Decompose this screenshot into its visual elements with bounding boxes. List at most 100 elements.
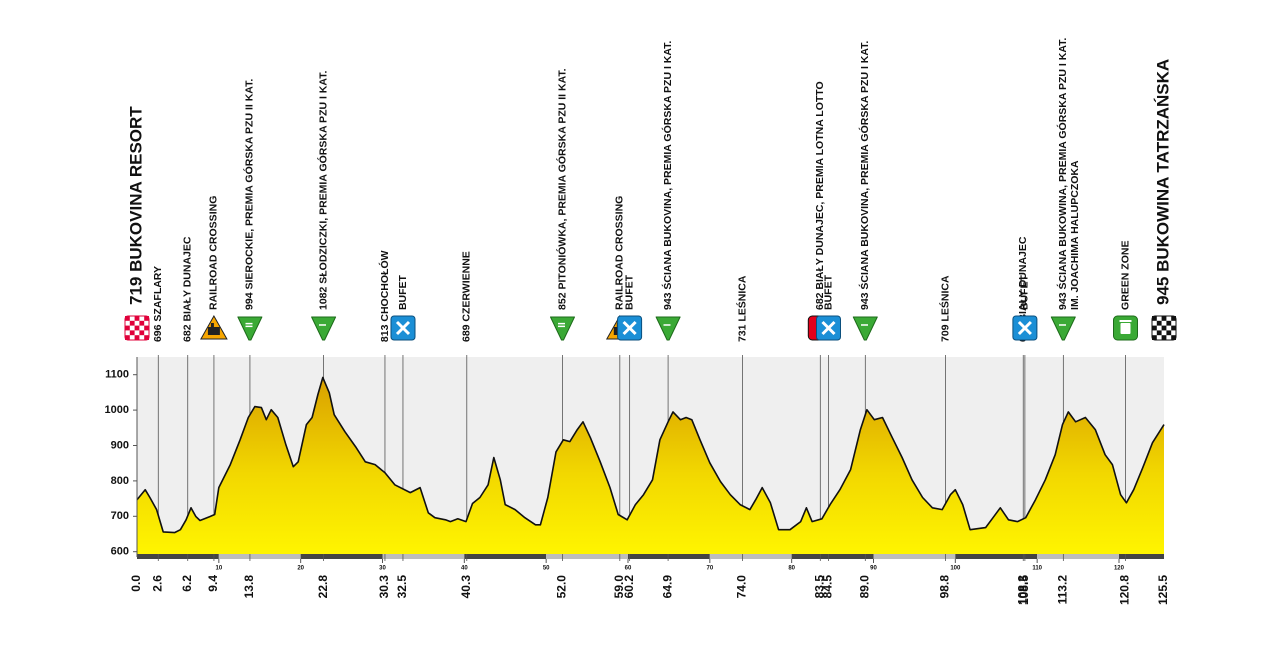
distance-bar — [382, 554, 465, 559]
icon-cell — [1156, 330, 1162, 336]
x-tick-label: 110 — [1032, 566, 1042, 572]
waypoint-name: 852 PITONIÓWKA, PREMIA GÓRSKA PZU II KAT… — [555, 68, 568, 310]
icon-green — [1113, 315, 1138, 341]
icon-kom-label: II — [245, 322, 256, 328]
icon-cell — [129, 330, 135, 336]
x-tick-label: 40 — [461, 566, 468, 572]
icon-cell — [1171, 316, 1176, 321]
waypoint-name: 689 CZERWIENNE — [461, 251, 473, 342]
icon-cell — [125, 325, 130, 331]
distance-bar — [218, 554, 301, 559]
x-tick-label: 90 — [870, 566, 877, 572]
km-label: 84.5 — [821, 575, 835, 599]
icon-cell — [144, 335, 149, 340]
icon-feed-cross — [622, 320, 637, 336]
y-tick-label: 1000 — [105, 404, 129, 416]
km-label: 6.2 — [180, 575, 194, 592]
distance-bar — [955, 554, 1038, 559]
waypoint-name: BUFET — [1019, 274, 1031, 310]
waypoint-name: 943 ŚCIANA BUKOVINA, PREMIA GÓRSKA PZU I… — [858, 41, 871, 310]
icon-kom — [311, 316, 337, 341]
icon-cell — [139, 320, 145, 326]
icon-kom-label: I — [860, 323, 871, 326]
icon-kom — [1050, 316, 1076, 341]
icon-kom — [550, 316, 575, 341]
icon-kom — [852, 316, 878, 341]
km-label: 13.8 — [242, 575, 256, 599]
distance-bar — [627, 554, 710, 559]
icon-feed — [1012, 315, 1038, 341]
waypoint-name: RAILROAD CROSSING — [208, 196, 220, 310]
waypoint-name: 994 SIEROCKIE, PREMIA GÓRSKA PZU II KAT. — [243, 79, 256, 310]
km-label: 40.3 — [459, 575, 473, 599]
icon-kom: I — [311, 316, 337, 341]
distance-bar — [873, 554, 956, 559]
distance-bar — [709, 554, 792, 559]
icon-kom — [655, 316, 681, 341]
icon-feed — [617, 315, 643, 341]
icon-kom — [237, 316, 263, 341]
icon-kom-label: II — [557, 322, 568, 328]
waypoint-name: IM. JOACHIMA HALUPCZOKA — [1069, 160, 1081, 310]
distance-bar — [464, 554, 547, 559]
waypoint-name: 731 LEŚNICA — [735, 275, 748, 342]
icon-train — [207, 327, 220, 335]
km-label: 9.4 — [206, 575, 220, 592]
icon-cell — [139, 330, 145, 336]
icon-cell — [134, 335, 140, 340]
km-label: 108.3 — [1015, 575, 1029, 605]
y-tick-label: 700 — [111, 510, 129, 522]
waypoint-name: 943 ŚCIANA BUKOWINA, PREMIA GÓRSKA PZU I… — [1056, 38, 1069, 310]
icon-finish — [1151, 315, 1177, 341]
profile-area — [137, 377, 1164, 554]
y-tick-label: 600 — [111, 546, 129, 558]
icon-cell — [1161, 316, 1167, 321]
icon-cell — [125, 316, 130, 321]
x-tick-label: 10 — [215, 566, 222, 572]
icon-kom: I — [1050, 316, 1076, 341]
y-tick-label: 800 — [111, 475, 129, 487]
x-tick-label: 30 — [379, 566, 386, 572]
km-label: 83.5 — [812, 575, 826, 599]
distance-bar — [791, 554, 874, 559]
profile-line — [136, 376, 1165, 534]
km-label: 74.0 — [735, 575, 749, 599]
waypoint-name: BUFET — [397, 274, 409, 310]
km-label: 52.0 — [555, 575, 569, 599]
icon-start — [124, 315, 150, 341]
waypoint-name: 709 LEŚNICA — [938, 275, 951, 342]
waypoint-name: 696 SZAFLARY — [152, 266, 164, 342]
icon-cell — [134, 325, 140, 331]
x-tick-label: 50 — [543, 566, 550, 572]
waypoint-name: 682 BIAŁY DUNAJEC — [181, 236, 193, 342]
km-label: 89.0 — [857, 575, 871, 599]
icon-feed — [816, 315, 841, 341]
distance-bar — [300, 554, 383, 559]
km-label: 60.2 — [622, 575, 636, 599]
endpoint-name: 719 BUKOVINA RESORT — [126, 106, 145, 305]
km-label: 125.5 — [1156, 575, 1170, 605]
icon-kom: I — [852, 316, 878, 341]
icon-feed-cross — [395, 320, 411, 336]
km-label: 108.5 — [1017, 575, 1031, 605]
icon-cell — [1152, 325, 1157, 331]
distance-bar — [546, 554, 628, 559]
km-label: 2.6 — [150, 575, 164, 592]
icon-cell — [144, 325, 149, 331]
x-tick-label: 60 — [625, 566, 632, 572]
waypoint-name: 813 CHOCHOŁÓW — [378, 250, 391, 342]
km-label: 120.8 — [1118, 575, 1132, 605]
distance-bar — [1118, 554, 1164, 559]
waypoint-name: RAILROAD CROSSING — [614, 196, 626, 310]
icon-kom-label: I — [663, 323, 674, 326]
icon-kom: I — [655, 316, 681, 341]
km-label: 0.0 — [129, 575, 143, 592]
km-label: 22.8 — [316, 575, 330, 599]
km-label: 64.9 — [660, 575, 674, 599]
x-tick-label: 20 — [297, 566, 304, 572]
distance-bar — [137, 554, 219, 559]
x-tick-label: 120 — [1114, 566, 1125, 572]
y-tick-label: 900 — [111, 439, 129, 451]
icon-kom: II — [237, 316, 263, 341]
